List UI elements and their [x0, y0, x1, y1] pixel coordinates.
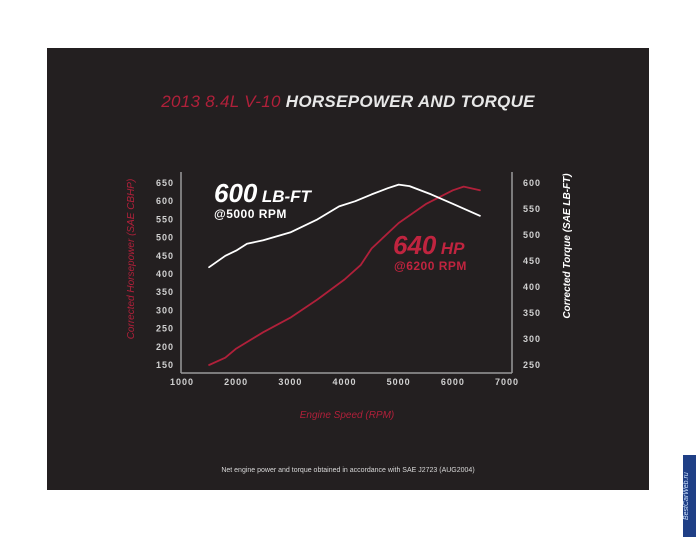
watermark-text: BestCarWeb.ru [683, 472, 690, 520]
x-tick-label: 1000 [170, 377, 194, 387]
y-left-tick-label: 150 [156, 360, 174, 370]
hp-peak-annotation: 640 HP @6200 RPM [393, 230, 467, 273]
y-right-tick-label: 600 [523, 178, 541, 188]
y-right-tick-label: 300 [523, 334, 541, 344]
chart-panel [47, 48, 649, 490]
y-left-tick-label: 450 [156, 251, 174, 261]
hp-peak-unit: HP [440, 239, 465, 258]
y-left-tick-label: 400 [156, 269, 174, 279]
y-left-tick-label: 550 [156, 214, 174, 224]
torque-peak-annotation: 600 LB-FT @5000 RPM [214, 178, 311, 221]
y-right-tick-label: 450 [523, 256, 541, 266]
y-left-tick-label: 600 [156, 196, 174, 206]
chart-title: 2013 8.4L V-10 HORSEPOWER AND TORQUE [0, 92, 696, 112]
hp-peak-value: 640 [393, 230, 437, 260]
y-right-tick-label: 350 [523, 308, 541, 318]
y-left-tick-label: 650 [156, 178, 174, 188]
x-tick-label: 3000 [278, 377, 302, 387]
torque-line [208, 183, 481, 269]
x-tick-label: 2000 [224, 377, 248, 387]
x-axis-label: Engine Speed (RPM) [300, 410, 395, 421]
chart-title-part2: HORSEPOWER AND TORQUE [285, 92, 535, 111]
chart-title-part1: 2013 8.4L V-10 [161, 92, 281, 111]
y-right-tick-label: 500 [523, 230, 541, 240]
torque-peak-value: 600 [214, 178, 258, 208]
footnote: Net engine power and torque obtained in … [221, 467, 475, 474]
y-right-tick-label: 250 [523, 360, 541, 370]
hp-peak-rpm: @6200 RPM [394, 259, 467, 273]
y-left-axis-label: Corrected Horsepower (SAE CBHP) [126, 179, 137, 340]
y-right-tick-label: 550 [523, 204, 541, 214]
y-right-axis-label: Corrected Torque (SAE LB-FT) [562, 173, 573, 319]
horsepower-line [208, 185, 481, 366]
y-right-tick-label: 400 [523, 282, 541, 292]
x-tick-label: 7000 [495, 377, 519, 387]
y-left-tick-label: 500 [156, 233, 174, 243]
torque-peak-rpm: @5000 RPM [214, 207, 287, 221]
x-tick-label: 6000 [441, 377, 465, 387]
x-tick-label: 5000 [387, 377, 411, 387]
torque-peak-unit: LB-FT [261, 187, 311, 206]
y-left-tick-label: 200 [156, 342, 174, 352]
y-left-tick-label: 300 [156, 305, 174, 315]
watermark-badge: BestCarWeb.ru [683, 455, 696, 537]
y-left-tick-label: 250 [156, 324, 174, 334]
x-tick-label: 4000 [332, 377, 356, 387]
y-left-tick-label: 350 [156, 287, 174, 297]
